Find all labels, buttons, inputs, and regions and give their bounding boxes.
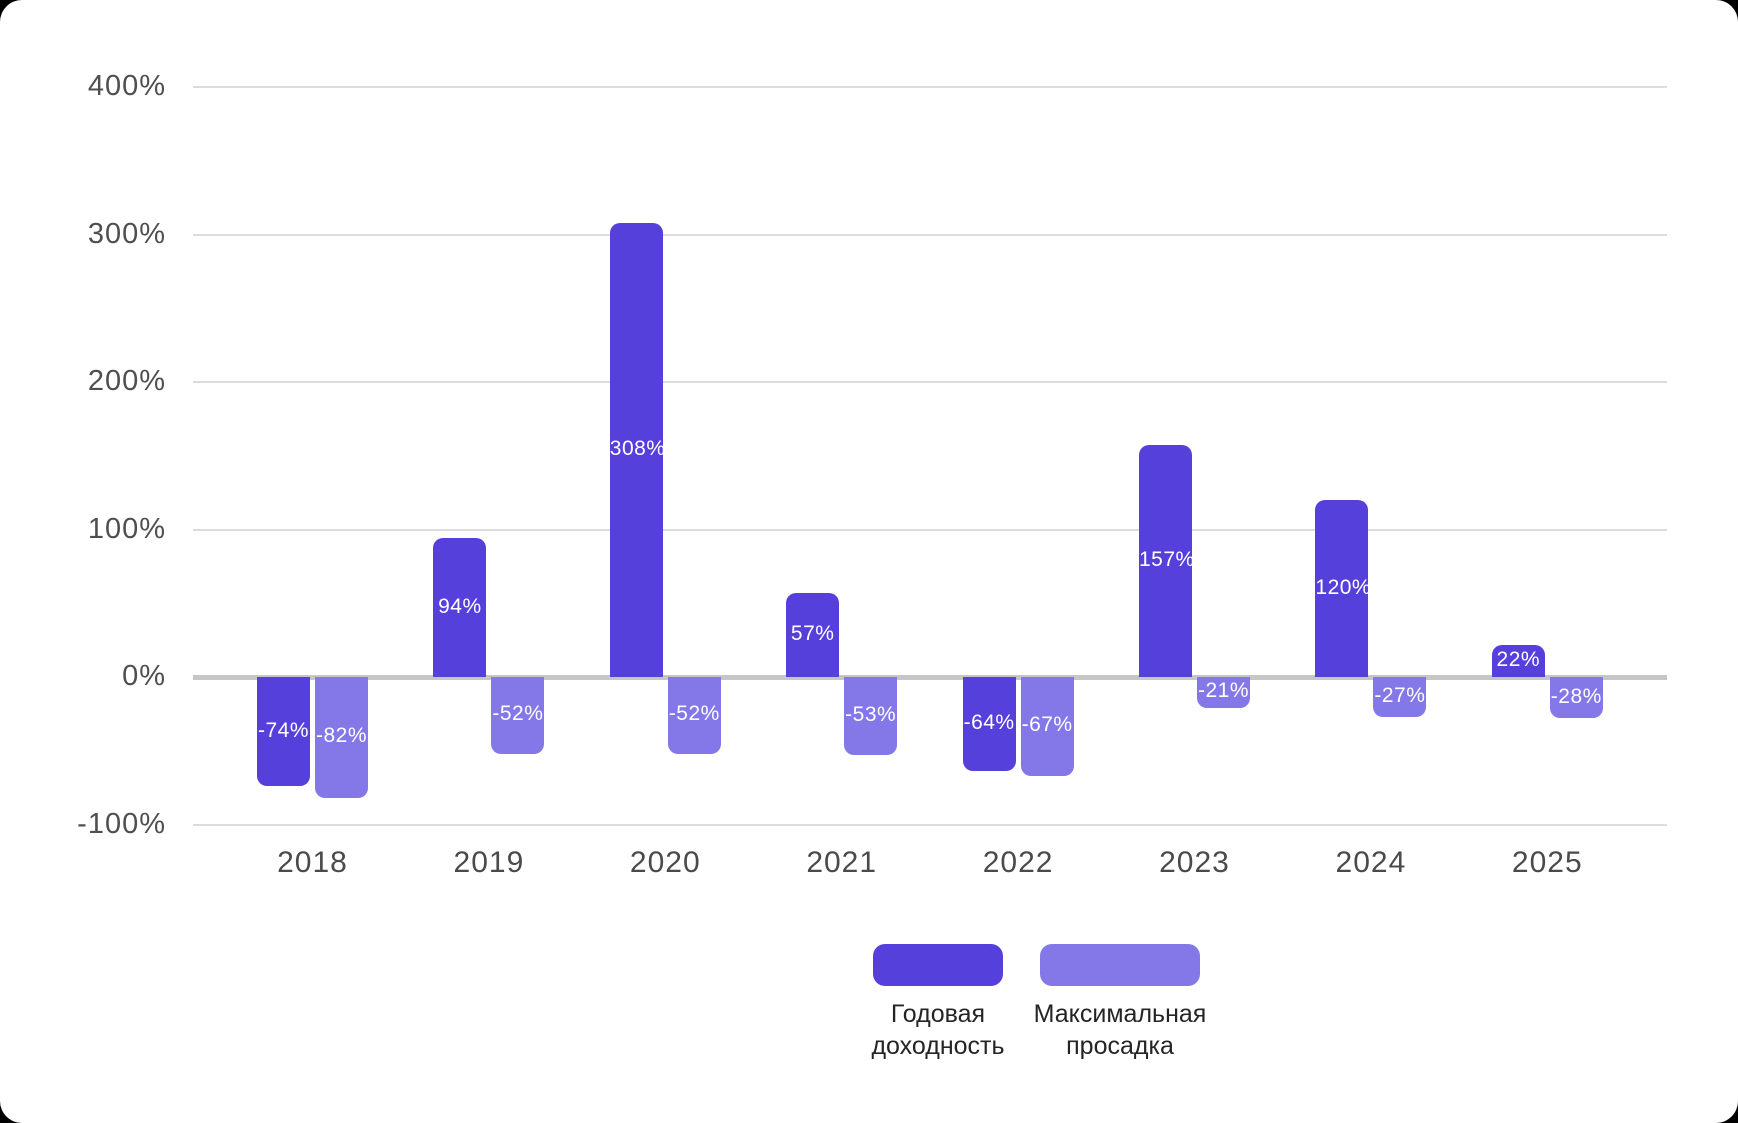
bar-value-label: -52% — [668, 702, 720, 726]
bar-value-label: -74% — [257, 718, 310, 742]
x-axis-year-label: 2019 — [453, 846, 525, 879]
bar-annual-return[interactable]: -64% — [962, 677, 1016, 772]
x-axis-year-label: 2021 — [806, 846, 878, 879]
bar-max-drawdown[interactable]: -28% — [1549, 677, 1603, 719]
y-axis-tick-label: 300% — [87, 217, 166, 250]
bar-annual-return[interactable]: 57% — [786, 592, 840, 677]
bar-value-label: -28% — [1550, 684, 1602, 708]
x-axis-year-label: 2018 — [277, 846, 348, 879]
legend-label: Максимальная просадка — [1033, 1000, 1207, 1060]
bar-annual-return[interactable]: 157% — [1139, 445, 1195, 677]
y-axis-tick-label: -100% — [77, 807, 166, 840]
bar-annual-return[interactable]: 94% — [433, 538, 487, 677]
y-axis-tick-label: 0% — [122, 660, 166, 692]
bar-annual-return[interactable]: 120% — [1315, 500, 1372, 677]
bar-max-drawdown[interactable]: -67% — [1020, 677, 1074, 776]
bar-max-drawdown[interactable]: -52% — [667, 677, 721, 754]
x-axis-year-label: 2020 — [629, 846, 701, 879]
bar-max-drawdown[interactable]: -27% — [1373, 677, 1427, 717]
y-axis-tick-label: 400% — [87, 70, 166, 102]
bar-value-label: -64% — [963, 711, 1015, 735]
bar-value-label: -53% — [845, 703, 897, 727]
y-axis-tick-label: 100% — [87, 512, 166, 545]
bar-annual-return[interactable]: 308% — [609, 222, 666, 677]
gridline — [193, 823, 1667, 826]
x-axis-year-label: 2023 — [1159, 846, 1230, 879]
bar-value-label: 57% — [790, 621, 835, 645]
gridline — [193, 86, 1667, 88]
gridline — [193, 381, 1667, 383]
y-axis-tick-label: 200% — [87, 365, 166, 397]
bar-value-label: 120% — [1315, 575, 1372, 599]
bar-value-label: -27% — [1374, 683, 1426, 707]
bar-value-label: 157% — [1139, 548, 1195, 572]
bar-value-label: -52% — [492, 702, 544, 726]
x-axis-year-label: 2022 — [982, 846, 1054, 879]
x-axis-year-label: 2024 — [1335, 846, 1407, 879]
legend-label: Годовая доходность — [871, 1000, 1005, 1060]
bar-value-label: -21% — [1197, 679, 1250, 703]
bar-max-drawdown[interactable]: -53% — [844, 677, 898, 756]
legend-swatch-max-drawdown[interactable] — [1040, 944, 1200, 986]
bar-value-label: 308% — [609, 436, 666, 460]
bar-max-drawdown[interactable]: -21% — [1197, 677, 1250, 708]
bar-annual-return[interactable]: 22% — [1491, 644, 1545, 677]
bar-max-drawdown[interactable]: -52% — [491, 677, 545, 754]
gridline — [193, 233, 1667, 236]
legend-swatch-annual-return[interactable] — [873, 944, 1003, 986]
zero-gridline — [193, 674, 1667, 680]
bar-max-drawdown[interactable]: -82% — [315, 677, 368, 798]
bar-annual-return[interactable]: -74% — [257, 677, 310, 787]
bar-value-label: -82% — [315, 724, 368, 748]
x-axis-year-label: 2025 — [1511, 846, 1583, 879]
bar-value-label: 22% — [1496, 647, 1541, 671]
bar-value-label: -67% — [1021, 713, 1073, 737]
gridline — [193, 528, 1667, 531]
bar-value-label: 94% — [438, 594, 482, 618]
